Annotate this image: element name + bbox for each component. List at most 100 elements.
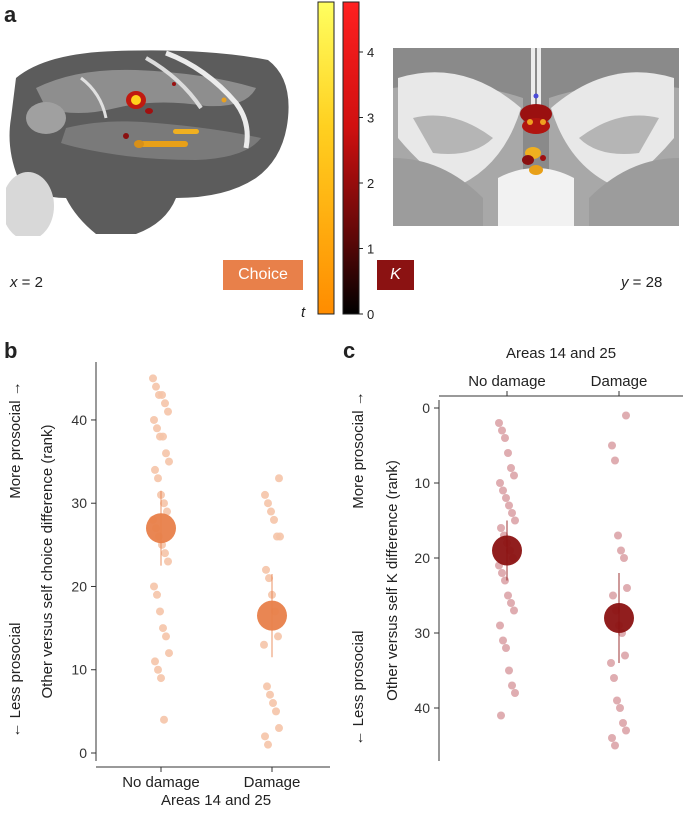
data-point xyxy=(162,632,170,641)
y-tick-label: 30 xyxy=(71,495,87,511)
y-axis-less-prosocial: ← Less prosocial xyxy=(7,622,24,737)
colorbar-tick-label: 1 xyxy=(367,242,374,257)
data-point xyxy=(498,426,506,435)
data-point xyxy=(159,624,167,633)
data-point xyxy=(609,591,617,600)
data-point xyxy=(622,726,630,735)
data-point xyxy=(150,415,158,424)
y-axis-label: Other versus self choice difference (ran… xyxy=(39,424,56,698)
data-point xyxy=(156,607,164,616)
data-point xyxy=(153,424,161,433)
y-tick-label: 10 xyxy=(71,662,87,678)
data-point xyxy=(611,456,619,465)
y-tick-label: 10 xyxy=(414,475,430,491)
y-tick-label: 0 xyxy=(422,400,430,416)
data-point xyxy=(162,449,170,458)
data-point xyxy=(160,715,168,724)
data-point xyxy=(501,434,509,442)
data-point xyxy=(164,557,172,566)
data-point xyxy=(508,509,516,517)
data-point xyxy=(619,719,627,727)
data-point xyxy=(270,515,278,524)
data-point xyxy=(614,531,622,540)
data-point xyxy=(620,554,628,562)
data-point xyxy=(511,516,519,525)
data-point xyxy=(621,651,629,660)
data-point xyxy=(165,649,173,658)
panel-c-letter: c xyxy=(343,338,356,363)
y-tick-label: 40 xyxy=(71,412,87,428)
data-point xyxy=(154,474,162,483)
data-point xyxy=(161,549,169,558)
data-point xyxy=(610,674,618,682)
y-tick-label: 20 xyxy=(414,550,430,566)
data-point xyxy=(276,532,284,541)
choice-legend-label: Choice xyxy=(238,266,288,283)
data-point xyxy=(607,659,615,667)
data-point xyxy=(159,432,167,441)
data-point xyxy=(499,636,507,645)
coronal-coordinate-label: y = 28 xyxy=(621,274,663,291)
data-point xyxy=(510,471,518,480)
data-point xyxy=(504,591,512,600)
sagittal-brain-image xyxy=(6,48,292,236)
data-point xyxy=(265,574,273,583)
data-point xyxy=(264,740,272,749)
data-point xyxy=(507,464,515,472)
panel-b-letter: b xyxy=(4,338,18,363)
colorbar-tick-label: 3 xyxy=(367,111,374,126)
data-point xyxy=(160,499,168,508)
k-legend-label: K xyxy=(390,266,401,283)
data-point xyxy=(164,407,172,416)
data-point xyxy=(165,457,173,466)
data-point xyxy=(266,690,274,699)
mean-marker xyxy=(604,603,634,633)
coronal-brain-image xyxy=(393,48,679,226)
data-point xyxy=(261,490,269,499)
data-point xyxy=(272,707,280,716)
sagittal-coordinate-label: x = 2 xyxy=(10,274,43,291)
colorbars: 4 3 2 1 0 xyxy=(317,1,374,322)
data-point xyxy=(163,507,171,516)
data-point xyxy=(150,582,158,591)
y-axis-label: Other versus self K difference (rank) xyxy=(384,460,401,701)
colorbar-t-label: t xyxy=(301,304,306,321)
data-point xyxy=(261,732,269,741)
data-point xyxy=(501,576,509,585)
data-point xyxy=(274,632,282,641)
data-point xyxy=(613,696,621,705)
data-point xyxy=(622,411,630,420)
data-point xyxy=(502,494,510,502)
k-legend-box: K xyxy=(377,260,414,290)
data-point xyxy=(496,621,504,630)
y-tick-label: 0 xyxy=(79,745,87,761)
mean-marker xyxy=(257,600,287,631)
data-point xyxy=(511,689,519,697)
data-point xyxy=(495,419,503,427)
data-point xyxy=(496,479,504,487)
data-point xyxy=(154,665,162,674)
choice-colorbar xyxy=(317,1,335,315)
x-tick-label: Damage xyxy=(244,774,301,791)
data-point xyxy=(497,711,505,720)
data-point xyxy=(623,584,631,592)
data-point xyxy=(269,699,277,708)
data-point xyxy=(262,565,270,574)
x-axis-label: Areas 14 and 25 xyxy=(506,345,616,362)
data-point xyxy=(151,465,159,474)
y-tick-label: 30 xyxy=(414,625,430,641)
data-point xyxy=(158,390,166,399)
colorbar-tick-label: 0 xyxy=(367,307,374,322)
data-point xyxy=(617,546,625,555)
panel-a-letter: a xyxy=(4,2,17,27)
x-tick-label: No damage xyxy=(468,373,546,390)
data-point xyxy=(152,382,160,391)
data-point xyxy=(264,499,272,508)
data-point xyxy=(504,449,512,457)
data-point xyxy=(153,590,161,599)
data-point xyxy=(161,399,169,408)
data-point xyxy=(497,524,505,532)
data-point xyxy=(499,486,507,495)
y-tick-label: 40 xyxy=(414,700,430,716)
